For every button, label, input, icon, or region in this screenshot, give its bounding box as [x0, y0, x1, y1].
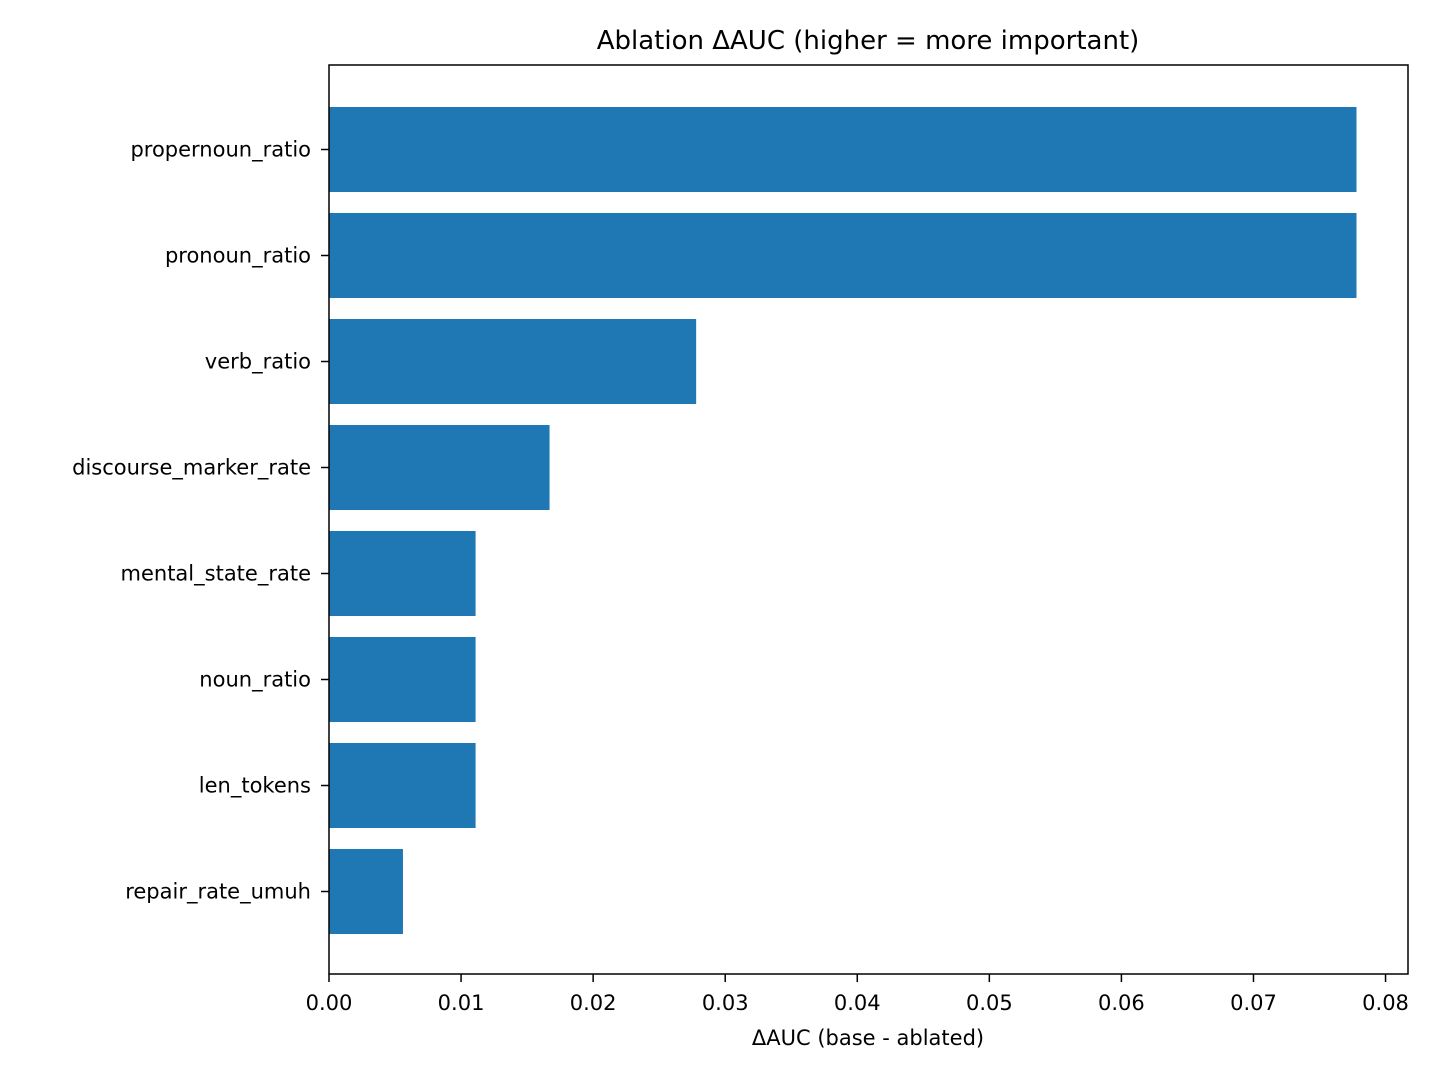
bar-propernoun_ratio [329, 107, 1357, 192]
y-tick-label: pronoun_ratio [165, 244, 311, 269]
y-tick-label: repair_rate_umuh [125, 880, 311, 905]
x-tick-label: 0.02 [570, 991, 617, 1015]
bar-len_tokens [329, 743, 476, 828]
x-axis-label: ΔAUC (base - ablated) [752, 1026, 984, 1050]
bar-repair_rate_umuh [329, 849, 403, 934]
plot-frame [328, 64, 1409, 975]
bar-pronoun_ratio [329, 213, 1357, 298]
y-tick-label: propernoun_ratio [130, 138, 311, 163]
bar-noun_ratio [329, 637, 476, 722]
x-tick-label: 0.06 [1098, 991, 1145, 1015]
x-ticks: 0.00 0.01 0.02 0.03 0.04 0.05 0.06 0.07 0.08 [306, 974, 1409, 1015]
x-tick-label: 0.03 [702, 991, 749, 1015]
x-tick-label: 0.07 [1230, 991, 1277, 1015]
bar-discourse_marker_rate [329, 425, 550, 510]
bars-group [329, 107, 1357, 934]
bar-mental_state_rate [329, 531, 476, 616]
chart-title: Ablation ΔAUC (higher = more important) [597, 26, 1140, 56]
y-tick-label: discourse_marker_rate [72, 456, 311, 481]
x-tick-label: 0.05 [966, 991, 1013, 1015]
x-tick-label: 0.01 [438, 991, 485, 1015]
y-tick-label: verb_ratio [205, 350, 311, 375]
y-tick-label: mental_state_rate [121, 562, 311, 587]
y-tick-labels: propernoun_ratio pronoun_ratio verb_ratiod… [72, 138, 329, 905]
x-tick-label: 0.00 [306, 991, 353, 1015]
y-tick-label: len_tokens [199, 774, 311, 799]
x-tick-label: 0.08 [1362, 991, 1409, 1015]
x-tick-label: 0.04 [834, 991, 881, 1015]
y-tick-label: noun_ratio [199, 668, 311, 693]
bar-verb_ratio [329, 319, 697, 404]
